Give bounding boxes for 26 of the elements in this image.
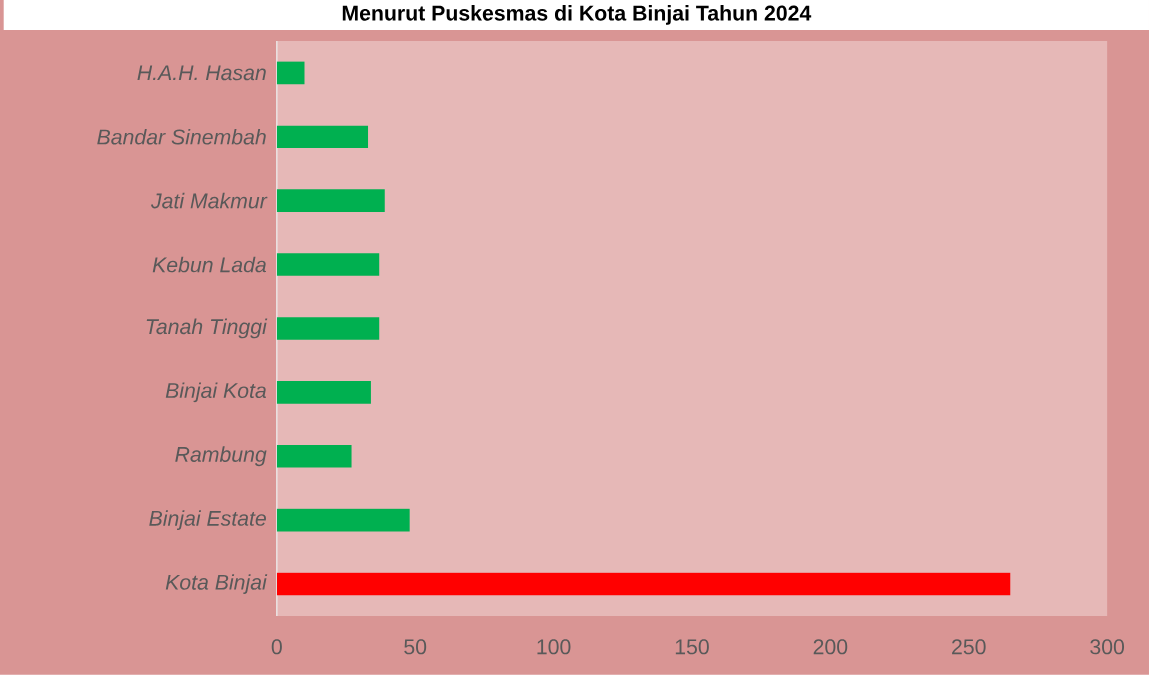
- x-tick-label: 100: [537, 639, 571, 655]
- x-tick-label: 300: [1090, 639, 1125, 655]
- x-tick-label: 150: [675, 639, 709, 655]
- x-tick-label: 200: [813, 639, 848, 655]
- y-tick-label: Binjai Estate: [149, 510, 266, 531]
- bar: [276, 125, 369, 149]
- x-tick-label: 0: [271, 639, 282, 655]
- x-tick-label: 50: [404, 639, 427, 655]
- bar: [276, 253, 380, 276]
- bar: [276, 189, 385, 213]
- x-tick-label: 250: [952, 639, 986, 655]
- y-tick-label: Bandar Sinembah: [97, 129, 266, 145]
- y-tick-label: Kebun Lada: [152, 256, 267, 273]
- bar: [276, 317, 380, 340]
- chart-title: Menurut Puskesmas di Kota Binjai Tahun 2024: [342, 5, 812, 25]
- y-tick-label: Jati Makmur: [150, 192, 268, 209]
- bar: [276, 61, 305, 85]
- bar: [276, 508, 410, 532]
- y-tick-label: Binjai Kota: [165, 382, 267, 403]
- bar: [276, 572, 1011, 596]
- y-tick-label: Kota Binjai: [165, 574, 268, 595]
- bar: [276, 445, 352, 468]
- y-tick-label: Rambung: [175, 446, 267, 467]
- y-tick-label: H.A.H. Hasan: [137, 65, 266, 81]
- bar: [276, 381, 371, 404]
- y-tick-label: Tanah Tinggi: [146, 318, 268, 339]
